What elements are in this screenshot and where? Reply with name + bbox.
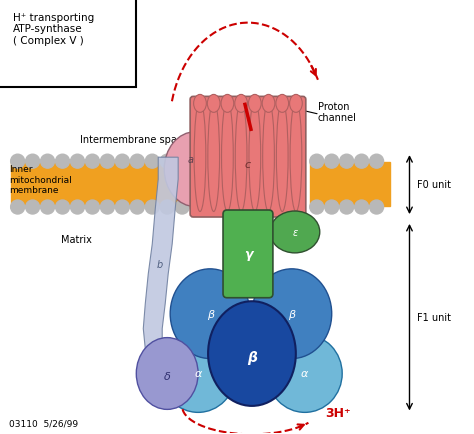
- Text: γ: γ: [244, 248, 252, 261]
- Ellipse shape: [137, 338, 198, 409]
- Text: 3H⁺: 3H⁺: [325, 406, 350, 419]
- Text: b: b: [157, 259, 164, 269]
- Text: F0 unit: F0 unit: [418, 180, 451, 190]
- Circle shape: [55, 201, 70, 214]
- Circle shape: [26, 201, 40, 214]
- Circle shape: [85, 155, 100, 169]
- Circle shape: [71, 155, 84, 169]
- Circle shape: [370, 201, 383, 214]
- Ellipse shape: [161, 335, 236, 412]
- Circle shape: [340, 155, 354, 169]
- FancyBboxPatch shape: [223, 210, 273, 298]
- Ellipse shape: [207, 95, 220, 113]
- Circle shape: [175, 155, 189, 169]
- Circle shape: [71, 201, 84, 214]
- Ellipse shape: [263, 102, 274, 212]
- Circle shape: [11, 201, 25, 214]
- Ellipse shape: [194, 102, 206, 212]
- Ellipse shape: [235, 102, 247, 212]
- Polygon shape: [143, 158, 178, 359]
- Ellipse shape: [252, 269, 332, 359]
- Circle shape: [100, 155, 114, 169]
- Text: a: a: [187, 155, 193, 165]
- Bar: [11, 163, 190, 207]
- Ellipse shape: [208, 302, 296, 406]
- Circle shape: [85, 201, 100, 214]
- Circle shape: [130, 201, 144, 214]
- Circle shape: [160, 201, 174, 214]
- Ellipse shape: [276, 95, 289, 113]
- Circle shape: [26, 155, 40, 169]
- Ellipse shape: [193, 95, 206, 113]
- Circle shape: [41, 201, 55, 214]
- Ellipse shape: [170, 269, 250, 359]
- Text: α: α: [194, 368, 202, 378]
- Ellipse shape: [270, 211, 320, 253]
- Circle shape: [175, 201, 189, 214]
- Circle shape: [325, 155, 339, 169]
- Text: H⁺ transporting
ATP-synthase
( Complex V ): H⁺ transporting ATP-synthase ( Complex V…: [13, 13, 94, 46]
- Text: ε: ε: [292, 227, 298, 237]
- Text: β: β: [247, 350, 257, 364]
- Text: α: α: [301, 368, 309, 378]
- Text: Matrix: Matrix: [61, 234, 91, 244]
- Ellipse shape: [249, 102, 261, 212]
- Text: Inner
mitochondrial
membrane: Inner mitochondrial membrane: [9, 165, 72, 194]
- Text: Intermembrane space: Intermembrane space: [81, 135, 189, 145]
- Circle shape: [145, 201, 159, 214]
- Bar: [310, 163, 390, 207]
- Ellipse shape: [267, 335, 342, 412]
- Ellipse shape: [235, 95, 247, 113]
- Ellipse shape: [262, 95, 275, 113]
- Ellipse shape: [276, 102, 288, 212]
- FancyBboxPatch shape: [190, 97, 306, 217]
- Circle shape: [370, 155, 383, 169]
- Circle shape: [145, 155, 159, 169]
- Ellipse shape: [221, 102, 233, 212]
- Ellipse shape: [221, 95, 234, 113]
- Circle shape: [355, 155, 369, 169]
- Text: β: β: [288, 309, 295, 319]
- Circle shape: [310, 201, 324, 214]
- Text: F1 unit: F1 unit: [418, 312, 451, 322]
- Ellipse shape: [208, 102, 219, 212]
- Circle shape: [325, 201, 339, 214]
- Circle shape: [355, 201, 369, 214]
- Circle shape: [115, 201, 129, 214]
- Circle shape: [160, 155, 174, 169]
- Circle shape: [100, 201, 114, 214]
- Ellipse shape: [290, 95, 302, 113]
- Circle shape: [55, 155, 70, 169]
- Text: Proton
channel: Proton channel: [318, 101, 356, 123]
- Circle shape: [340, 201, 354, 214]
- Circle shape: [41, 155, 55, 169]
- Text: β: β: [207, 309, 214, 319]
- Ellipse shape: [290, 102, 302, 212]
- Circle shape: [11, 155, 25, 169]
- Circle shape: [310, 155, 324, 169]
- Text: c: c: [245, 160, 251, 170]
- Text: δ: δ: [164, 372, 171, 381]
- Ellipse shape: [248, 95, 261, 113]
- Ellipse shape: [164, 132, 226, 207]
- Circle shape: [130, 155, 144, 169]
- Circle shape: [115, 155, 129, 169]
- Text: 03110  5/26/99: 03110 5/26/99: [9, 419, 78, 428]
